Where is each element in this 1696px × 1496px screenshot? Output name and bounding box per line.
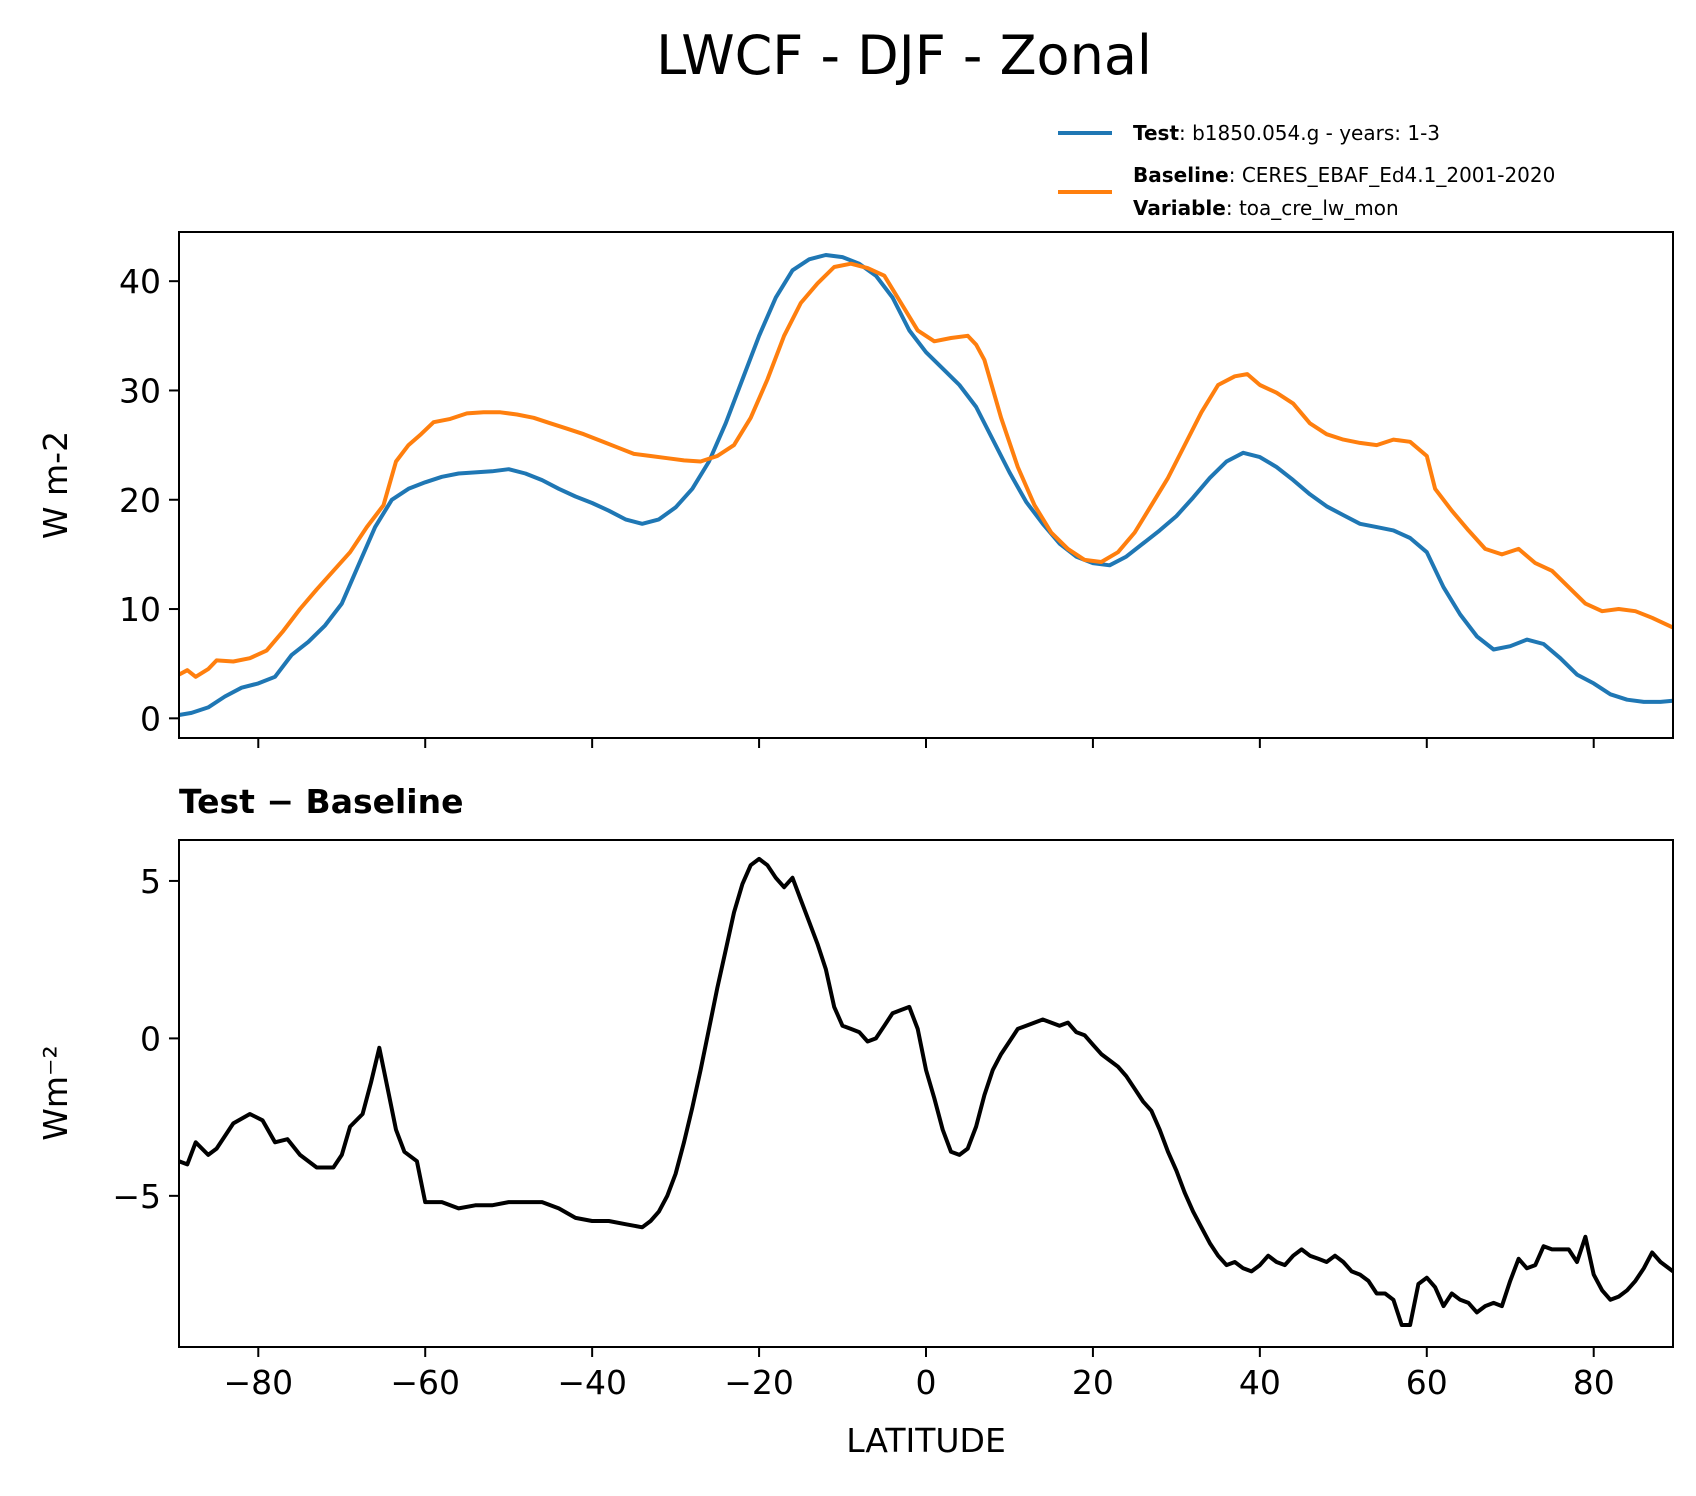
legend-entry-baseline: Baseline: CERES_EBAF_Ed4.1_2001-2020 <box>1133 163 1555 187</box>
legend-text-baseline: : CERES_EBAF_Ed4.1_2001-2020 <box>1229 163 1556 187</box>
legend-entry-test: Test: b1850.054.g - years: 1-3 <box>1133 121 1440 145</box>
x-tick-label: 40 <box>1239 1363 1281 1402</box>
x-tick-label: −40 <box>557 1363 627 1402</box>
bottom-x-ticks: −80 −60 −40 −20 0 20 40 60 80 <box>223 1347 1615 1402</box>
legend: Test: b1850.054.g - years: 1-3 Baseline:… <box>1058 121 1555 220</box>
bottom-panel: Test − Baseline −5 0 5 −80 −60 −40 −20 0 20 40 60… <box>36 782 1675 1460</box>
top-y-tick-label: 20 <box>119 481 161 520</box>
bottom-series-lines <box>178 856 1675 1327</box>
top-series-line-baseline <box>178 261 1674 679</box>
bottom-y-ticks: −5 0 5 <box>112 862 179 1216</box>
x-tick-label: 0 <box>916 1363 937 1402</box>
x-tick-label: 80 <box>1573 1363 1615 1402</box>
bottom-y-tick-label: 5 <box>140 862 161 901</box>
bottom-plot-frame <box>178 839 1674 1348</box>
bottom-y-tick-label: 0 <box>140 1019 161 1058</box>
top-y-tick-label: 0 <box>140 699 161 738</box>
top-y-tick-label: 40 <box>119 262 161 301</box>
top-y-tick-label: 10 <box>119 590 161 629</box>
top-y-axis-label: W m-2 <box>36 431 75 539</box>
bottom-panel-title: Test − Baseline <box>179 782 464 821</box>
x-tick-label: −60 <box>390 1363 460 1402</box>
x-tick-label: −20 <box>724 1363 794 1402</box>
legend-entry-variable: Variable: toa_cre_lw_mon <box>1133 196 1399 220</box>
legend-text-variable: : toa_cre_lw_mon <box>1226 196 1399 220</box>
top-plot-frame <box>178 231 1674 739</box>
top-panel: 0 10 20 30 40 W m-2 <box>36 231 1674 748</box>
top-y-ticks: 0 10 20 30 40 <box>119 262 179 738</box>
legend-text-test: : b1850.054.g - years: 1-3 <box>1179 121 1440 145</box>
bottom-y-tick-label: −5 <box>112 1177 161 1216</box>
bottom-y-axis-label: Wm⁻² <box>36 1045 75 1140</box>
legend-key-variable: Variable <box>1133 196 1226 220</box>
top-series-line-test <box>178 253 1674 717</box>
top-y-tick-label: 30 <box>119 371 161 410</box>
legend-key-test: Test <box>1133 121 1179 145</box>
legend-key-baseline: Baseline <box>1133 163 1229 187</box>
top-series-lines <box>178 253 1674 717</box>
x-tick-label: 20 <box>1072 1363 1114 1402</box>
bottom-series-line-test-baseline <box>178 856 1675 1327</box>
x-tick-label: 60 <box>1406 1363 1448 1402</box>
x-tick-label: −80 <box>223 1363 293 1402</box>
figure-title: LWCF - DJF - Zonal <box>656 24 1152 87</box>
x-axis-label: LATITUDE <box>846 1421 1006 1460</box>
top-x-ticks <box>257 738 1595 748</box>
